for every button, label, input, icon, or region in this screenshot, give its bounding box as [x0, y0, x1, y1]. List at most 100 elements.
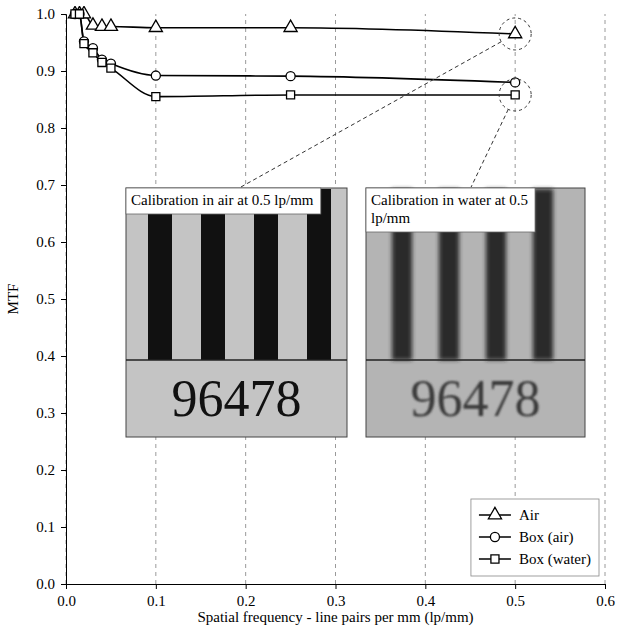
series-marker — [89, 49, 97, 57]
insets: 96478Calibration in air at 0.5 lp/mm9647… — [126, 188, 585, 437]
x-tick-label: 0.2 — [237, 593, 256, 609]
y-tick-mark — [61, 14, 66, 15]
x-tick: 0.4 — [416, 584, 435, 609]
y-tick-label: 0.6 — [36, 234, 55, 250]
x-axis: 0.0 0.1 0.2 0.3 0.4 0.5 0.6 — [57, 584, 615, 609]
inset-label: Calibration in water at 0.5lp/mm — [366, 188, 535, 232]
y-tick-mark — [61, 185, 66, 186]
inset-label-text: Calibration in air at 0.5 lp/mm — [131, 192, 314, 208]
y-tick: 0.9 — [36, 63, 66, 79]
series-marker — [152, 93, 160, 101]
inset-label-text: Calibration in water at 0.5lp/mm — [371, 192, 528, 226]
legend-marker — [488, 507, 501, 518]
inset-divider — [366, 359, 585, 361]
inset-label-box — [126, 188, 321, 214]
legend-box — [471, 499, 599, 576]
inset-divider — [126, 359, 347, 361]
legend: Air Box (air) Box (water) — [471, 499, 599, 576]
series-marker — [98, 58, 106, 66]
series-line — [75, 14, 515, 82]
series-marker — [286, 72, 295, 81]
y-tick-mark — [61, 413, 66, 414]
inset-stripe — [148, 189, 172, 360]
grid — [66, 14, 605, 584]
chart: 0.00.10.20.30.40.50.60.00.10.20.30.40.50… — [0, 0, 637, 634]
series-marker — [284, 20, 297, 31]
y-tick-mark — [61, 527, 66, 528]
inset-stripe — [254, 189, 278, 360]
x-tick-mark — [605, 584, 606, 589]
x-tick-label: 0.4 — [416, 593, 435, 609]
markers — [68, 6, 521, 100]
y-tick-label: 0.7 — [36, 177, 55, 193]
series-marker — [75, 9, 84, 18]
x-tick-label: 0.6 — [596, 593, 615, 609]
y-tick-label: 0.9 — [36, 63, 55, 79]
inset-label-box — [366, 188, 535, 232]
series-marker — [80, 40, 88, 48]
x-tick-label: 0.0 — [57, 593, 76, 609]
y-tick-mark — [61, 356, 66, 357]
y-tick: 0.0 — [36, 576, 66, 592]
y-tick-label: 0.3 — [36, 405, 55, 421]
y-tick: 0.2 — [36, 462, 66, 478]
y-axis-title: MTF — [5, 284, 21, 315]
legend-label: Air — [519, 507, 539, 523]
inset-stripe — [201, 189, 225, 360]
series-marker — [509, 26, 522, 37]
y-tick-mark — [61, 128, 66, 129]
y-tick-label: 0.1 — [36, 519, 55, 535]
inset-frame — [366, 188, 585, 437]
callout-leader — [241, 42, 501, 187]
inset-stripe — [533, 189, 553, 360]
grid-line — [605, 14, 606, 584]
x-axis-title: Spatial frequency - line pairs per mm (l… — [197, 609, 473, 626]
series-marker — [107, 64, 115, 72]
y-tick-label: 0.2 — [36, 462, 55, 478]
x-tick-mark — [515, 584, 516, 589]
inset: 96478 Calibration in air at 0.5 lp/mm — [126, 188, 347, 437]
series-marker — [151, 71, 160, 80]
y-tick-label: 0.5 — [36, 291, 55, 307]
x-tick: 0.5 — [506, 584, 525, 609]
y-tick-mark — [61, 242, 66, 243]
y-tick-label: 1.0 — [36, 6, 55, 22]
x-tick-label: 0.1 — [147, 593, 166, 609]
series-line — [75, 14, 515, 97]
inset-stripe — [307, 189, 331, 360]
y-tick-mark — [61, 584, 66, 585]
x-tick: 0.3 — [327, 584, 346, 609]
series-marker — [104, 19, 117, 30]
callout-leader — [471, 109, 508, 187]
legend-label: Box (water) — [519, 551, 591, 568]
y-tick-mark — [61, 71, 66, 72]
y-tick: 1.0 — [36, 6, 66, 22]
series-marker — [287, 91, 295, 99]
x-tick: 0.6 — [596, 584, 615, 609]
series-line — [75, 14, 515, 34]
x-tick-mark — [246, 584, 247, 589]
legend-marker — [490, 532, 499, 541]
y-tick-mark — [61, 470, 66, 471]
y-tick-label: 0.0 — [36, 576, 55, 592]
y-tick: 0.4 — [36, 348, 66, 364]
inset-stripes — [148, 189, 331, 360]
x-axis-line — [67, 585, 606, 590]
x-tick-label: 0.3 — [327, 593, 346, 609]
series-marker — [75, 10, 83, 18]
y-tick-mark — [61, 299, 66, 300]
y-tick: 0.3 — [36, 405, 66, 421]
inset-label: Calibration in air at 0.5 lp/mm — [126, 188, 321, 214]
x-tick-mark — [336, 584, 337, 589]
x-tick-mark — [425, 584, 426, 589]
x-tick-label: 0.5 — [506, 593, 525, 609]
inset-number: 96478 — [172, 370, 302, 427]
y-axis: 0.0 0.1 0.2 0.3 0.4 0.5 0.6 0.7 0.8 0.9 1.0 — [36, 6, 66, 592]
y-tick-label: 0.8 — [36, 120, 55, 136]
x-tick: 0.1 — [147, 584, 166, 609]
inset: 96478Calibration in water at 0.5lp/mm — [366, 188, 585, 437]
annotation-callouts — [241, 18, 531, 187]
y-axis-line — [61, 15, 67, 585]
callout-circle — [499, 18, 531, 50]
legend-label: Box (air) — [519, 529, 574, 546]
